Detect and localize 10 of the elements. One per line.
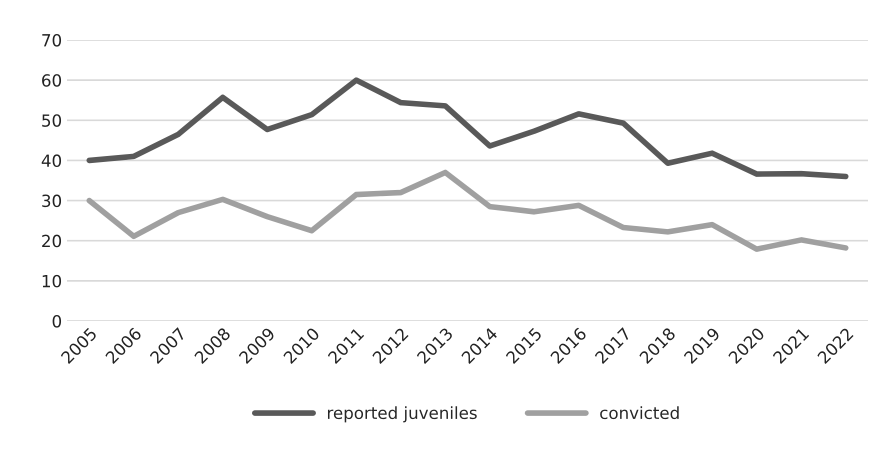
y-tick-label: 10	[42, 274, 62, 288]
y-tick-label: 0	[52, 314, 62, 328]
legend-label: reported juveniles	[328, 406, 477, 422]
y-tick-label: 30	[42, 194, 62, 208]
y-tick-label: 40	[42, 154, 62, 167]
y-tick-label: 60	[42, 74, 62, 87]
y-tick-label: 70	[42, 34, 62, 47]
legend-label: convicted	[600, 406, 679, 420]
y-tick-label: 50	[42, 114, 62, 127]
y-tick-label: 20	[42, 234, 62, 248]
